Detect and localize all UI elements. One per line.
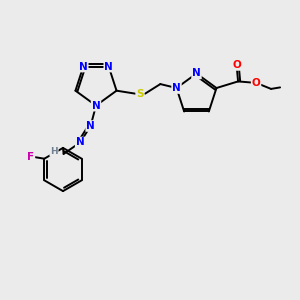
- Text: N: N: [76, 137, 85, 148]
- Text: N: N: [192, 68, 201, 79]
- Text: N: N: [172, 83, 181, 93]
- Text: H: H: [50, 147, 58, 156]
- Text: N: N: [104, 61, 113, 71]
- Text: O: O: [232, 60, 241, 70]
- Text: S: S: [136, 89, 144, 99]
- Text: O: O: [252, 78, 260, 88]
- Text: N: N: [86, 121, 95, 131]
- Text: N: N: [92, 100, 100, 111]
- Text: F: F: [27, 152, 34, 162]
- Text: N: N: [79, 61, 88, 71]
